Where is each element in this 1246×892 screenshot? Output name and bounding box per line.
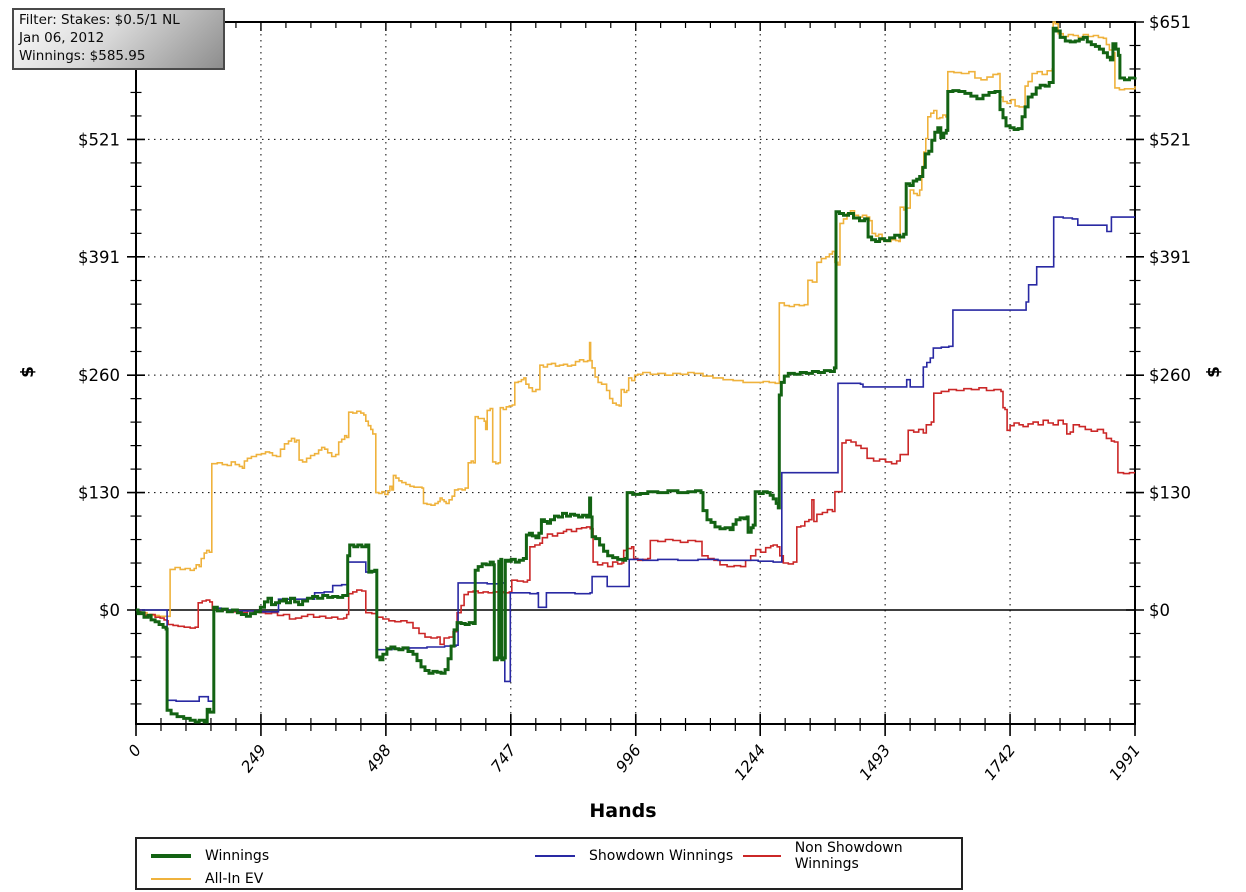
y-tick-label-right: $651 xyxy=(1149,13,1191,32)
tooltip-winnings-line: Winnings: $585.95 xyxy=(19,47,146,64)
x-tick-label: 996 xyxy=(612,741,644,776)
series-line-showdown-winnings xyxy=(136,216,1135,702)
legend-item-winnings: Winnings xyxy=(151,844,269,868)
x-tick-label: 498 xyxy=(363,741,395,776)
legend-label-allin-ev: All-In EV xyxy=(205,871,264,887)
legend: Winnings Showdown Winnings Non Showdown … xyxy=(135,837,963,890)
x-tick-label: 0 xyxy=(125,741,145,760)
tooltip-date-line: Jan 06, 2012 xyxy=(19,29,105,46)
legend-item-showdown: Showdown Winnings xyxy=(535,844,733,868)
y-tick-label-right: $0 xyxy=(1149,601,1170,620)
y-tick-label-right: $391 xyxy=(1149,248,1191,267)
non-showdown-line-swatch xyxy=(743,855,781,857)
y-tick-label-left: $521 xyxy=(78,130,120,149)
x-tick-label: 1991 xyxy=(1106,741,1144,783)
x-tick-label: 1244 xyxy=(731,741,769,783)
x-tick-label: 249 xyxy=(238,741,270,775)
y-axis-title-right: $ xyxy=(1203,366,1224,378)
filter-tooltip: Filter: Stakes: $0.5/1 NL Jan 06, 2012 W… xyxy=(12,8,225,71)
allin-ev-line-swatch xyxy=(151,878,191,880)
series-line-all-in-ev xyxy=(136,21,1136,618)
legend-item-non-showdown: Non Showdown Winnings xyxy=(743,840,961,872)
legend-item-allin-ev: All-In EV xyxy=(151,867,263,891)
x-tick-label: 1742 xyxy=(981,741,1019,783)
tooltip-filter-line: Filter: Stakes: $0.5/1 NL xyxy=(19,12,180,28)
y-tick-label-left: $130 xyxy=(78,484,120,503)
y-tick-label-right: $130 xyxy=(1149,484,1191,503)
x-tick-label: 747 xyxy=(488,741,520,776)
x-axis-title: Hands xyxy=(589,800,657,822)
series-line-winnings xyxy=(136,26,1137,724)
y-tick-label-left: $260 xyxy=(78,366,120,385)
showdown-line-swatch xyxy=(535,855,575,857)
y-axis-title-left: $ xyxy=(17,366,38,378)
y-tick-label-left: $391 xyxy=(78,248,120,267)
series-line-non-showdown-winnings xyxy=(136,387,1135,646)
legend-label-non-showdown: Non Showdown Winnings xyxy=(794,840,903,872)
legend-label-winnings: Winnings xyxy=(205,848,270,864)
winnings-line-swatch xyxy=(151,854,191,858)
y-tick-label-right: $521 xyxy=(1149,130,1191,149)
y-tick-label-right: $260 xyxy=(1149,366,1191,385)
x-tick-label: 1493 xyxy=(856,741,894,783)
legend-label-showdown: Showdown Winnings xyxy=(589,848,734,864)
y-tick-label-left: $0 xyxy=(99,601,120,620)
